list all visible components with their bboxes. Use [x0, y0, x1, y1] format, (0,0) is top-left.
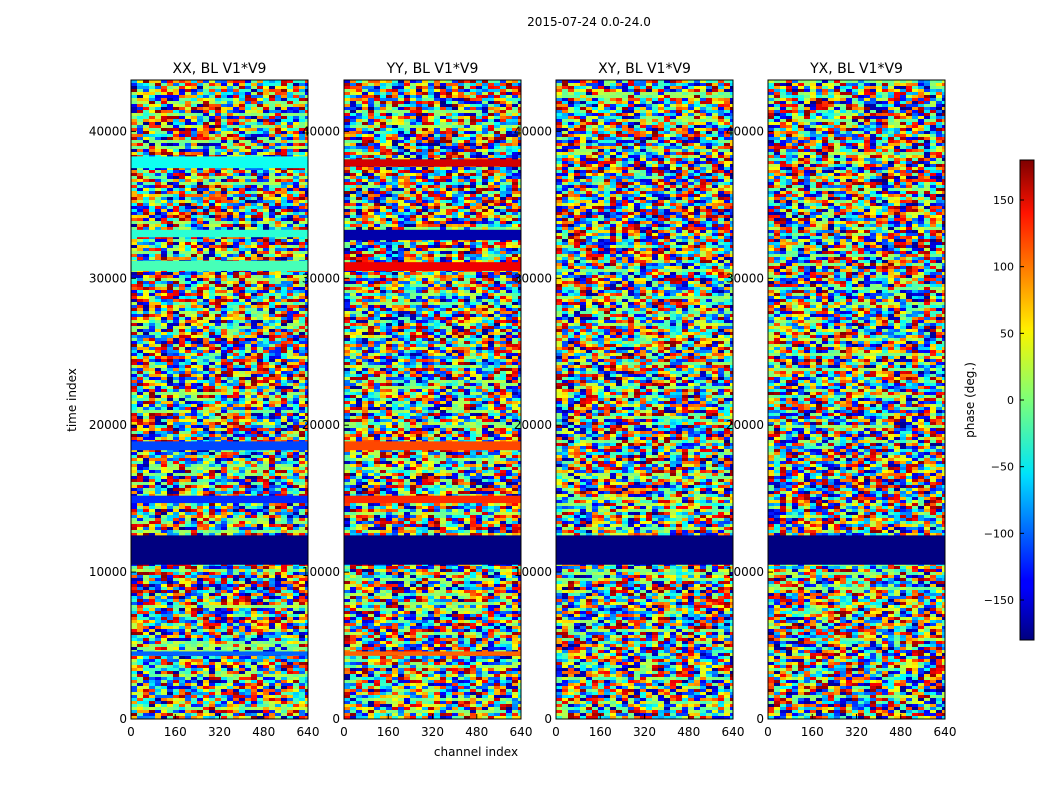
y-tick-label: 40000	[726, 124, 764, 138]
x-tick-label: 320	[845, 725, 868, 739]
y-tick-label: 0	[332, 712, 340, 726]
y-tick-label: 40000	[302, 124, 340, 138]
colorbar-tick-label: 150	[993, 194, 1014, 207]
x-tick-label: 480	[252, 725, 275, 739]
y-tick-label: 10000	[89, 565, 127, 579]
colorbar: 150 100 50 0 −50 −100 −150 phase (deg.)	[963, 160, 1034, 640]
heatmap-cells	[768, 80, 945, 719]
phase-band	[768, 535, 945, 564]
y-tick-label: 10000	[726, 565, 764, 579]
y-tick-label: 20000	[302, 418, 340, 432]
y-tick-label: 30000	[514, 271, 552, 285]
heatmap-panel-4: YX, BL V1*V9 0 160 320 480 640 0 10000 20000 3000…	[726, 61, 957, 739]
y-tick-label: 0	[119, 712, 127, 726]
heatmap-panel-3: XY, BL V1*V9 0 160 320 480 640 0 10000 20000 3000…	[514, 61, 745, 739]
phase-band	[131, 535, 308, 564]
y-tick-label: 20000	[89, 418, 127, 432]
y-tick-label: 10000	[514, 565, 552, 579]
y-tick-label: 10000	[302, 565, 340, 579]
colorbar-tick-label: 100	[993, 261, 1014, 274]
x-tick-label: 0	[764, 725, 772, 739]
panel-title: XY, BL V1*V9	[598, 61, 691, 77]
heatmap-panel-1: XX, BL V1*V9 0 160 320 480 640 0 10000 20000 3000…	[89, 61, 320, 739]
x-tick-label: 640	[510, 725, 533, 739]
phase-band	[556, 535, 733, 564]
x-tick-label: 320	[421, 725, 444, 739]
x-tick-label: 0	[127, 725, 135, 739]
figure-title: 2015-07-24 0.0-24.0	[527, 15, 651, 29]
x-tick-label: 480	[889, 725, 912, 739]
heatmap-cells	[344, 80, 521, 719]
colorbar-tick-label: 50	[1000, 327, 1014, 340]
x-tick-label: 320	[633, 725, 656, 739]
phase-band	[131, 496, 308, 503]
x-tick-label: 160	[164, 725, 187, 739]
y-tick-label: 30000	[302, 271, 340, 285]
x-tick-label: 160	[589, 725, 612, 739]
phase-band	[344, 441, 521, 450]
phase-band	[131, 651, 308, 655]
y-tick-label: 0	[544, 712, 552, 726]
phase-band	[344, 262, 521, 271]
x-tick-label: 160	[801, 725, 824, 739]
y-tick-label: 20000	[726, 418, 764, 432]
x-tick-label: 640	[934, 725, 957, 739]
y-tick-label: 30000	[89, 271, 127, 285]
colorbar-tick-label: −150	[984, 594, 1014, 607]
y-tick-label: 0	[756, 712, 764, 726]
y-tick-label: 40000	[514, 124, 552, 138]
phase-band	[131, 230, 308, 237]
x-tick-label: 640	[722, 725, 745, 739]
heatmap-panels: XX, BL V1*V9 0 160 320 480 640 0 10000 20000 3000…	[89, 61, 957, 739]
phase-band	[131, 156, 308, 168]
phase-band	[344, 651, 521, 655]
x-tick-label: 160	[377, 725, 400, 739]
y-axis-label: time index	[65, 368, 79, 432]
x-tick-label: 640	[297, 725, 320, 739]
phase-band	[131, 441, 308, 450]
phase-band	[344, 230, 521, 240]
x-tick-label: 320	[208, 725, 231, 739]
heatmap-panel-2: YY, BL V1*V9 0 160 320 480 640 0 10000 20000 3000…	[302, 61, 533, 739]
x-axis-label: channel index	[434, 745, 518, 759]
panel-title: YX, BL V1*V9	[809, 61, 903, 77]
panel-title: XX, BL V1*V9	[173, 61, 267, 77]
x-tick-label: 0	[552, 725, 560, 739]
colorbar-tick-label: −100	[984, 527, 1014, 540]
phase-band	[131, 261, 308, 271]
colorbar-tick-label: −50	[991, 461, 1014, 474]
phase-band	[344, 159, 521, 166]
heatmap-cells	[556, 80, 733, 719]
y-tick-label: 30000	[726, 271, 764, 285]
x-tick-label: 480	[677, 725, 700, 739]
phase-band	[344, 535, 521, 564]
panel-title: YY, BL V1*V9	[386, 61, 479, 77]
y-tick-label: 20000	[514, 418, 552, 432]
colorbar-ticks: 150 100 50 0 −50 −100 −150	[984, 194, 1024, 607]
phase-band	[344, 496, 521, 503]
x-tick-label: 480	[465, 725, 488, 739]
y-tick-label: 40000	[89, 124, 127, 138]
heatmap-cells	[131, 80, 308, 719]
x-tick-label: 0	[340, 725, 348, 739]
colorbar-tick-label: 0	[1007, 394, 1014, 407]
colorbar-label: phase (deg.)	[963, 362, 977, 438]
